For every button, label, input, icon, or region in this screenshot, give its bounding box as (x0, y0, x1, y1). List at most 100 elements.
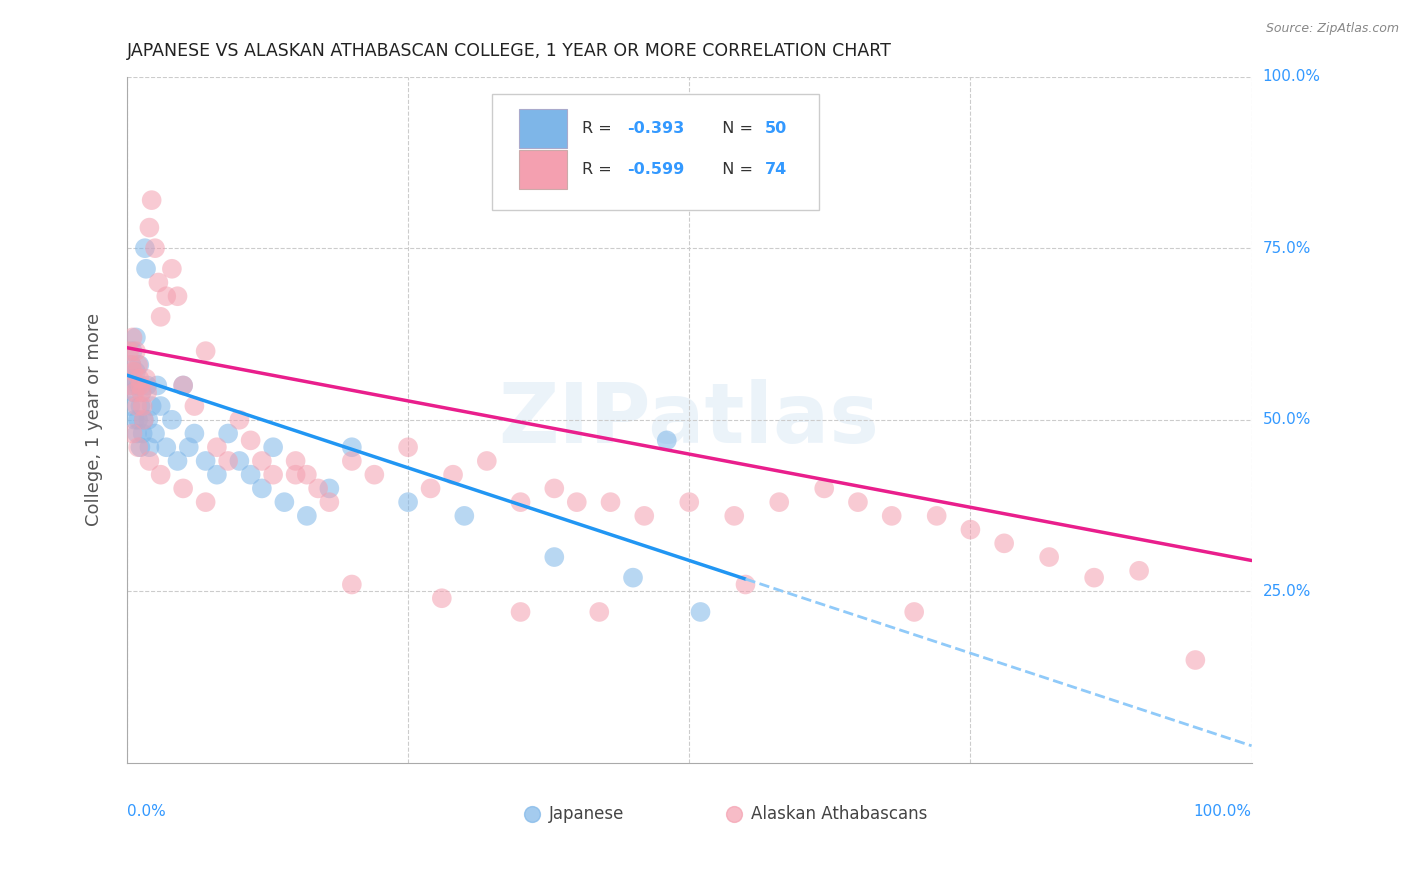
Text: -0.599: -0.599 (627, 161, 685, 177)
Point (565, 495, 588, 509)
Point (149, 310, 172, 324)
Point (295, 508, 318, 523)
Point (135, 371, 157, 385)
Point (880, 508, 903, 523)
Point (143, 426, 166, 441)
Point (205, 467, 228, 482)
Text: R =: R = (582, 161, 617, 177)
Point (925, 508, 948, 523)
Point (131, 426, 153, 441)
Text: R =: R = (582, 120, 617, 136)
Text: 0.0%: 0.0% (127, 805, 166, 819)
FancyBboxPatch shape (519, 109, 567, 148)
Point (678, 495, 700, 509)
Point (141, 193, 163, 207)
Point (135, 261, 157, 276)
Point (166, 454, 188, 468)
Point (273, 495, 295, 509)
Point (120, 358, 142, 372)
Point (340, 440, 363, 454)
Point (396, 440, 419, 454)
Point (125, 330, 148, 344)
Text: 50: 50 (765, 120, 787, 136)
Point (122, 365, 145, 379)
Point (475, 454, 498, 468)
Point (136, 385, 159, 400)
Point (430, 591, 453, 606)
Text: 25.0%: 25.0% (1263, 584, 1310, 599)
Text: Alaskan Athabascans: Alaskan Athabascans (751, 805, 928, 823)
Point (155, 440, 177, 454)
Point (183, 399, 205, 413)
Point (183, 426, 205, 441)
Point (284, 454, 307, 468)
Point (993, 536, 1015, 550)
Point (318, 482, 340, 496)
Point (120, 358, 142, 372)
Point (148, 276, 170, 290)
Point (141, 399, 163, 413)
Point (768, 495, 790, 509)
Point (543, 482, 565, 496)
Point (419, 482, 441, 496)
Point (122, 385, 145, 400)
Point (655, 434, 678, 448)
Point (239, 467, 262, 482)
Point (124, 413, 146, 427)
Point (121, 330, 143, 344)
Point (441, 467, 464, 482)
Point (1128, 564, 1150, 578)
Point (509, 605, 531, 619)
Point (118, 344, 141, 359)
Text: 75.0%: 75.0% (1263, 241, 1310, 256)
Point (138, 440, 160, 454)
Point (959, 523, 981, 537)
Point (453, 508, 475, 523)
Point (125, 426, 148, 441)
Point (149, 399, 172, 413)
Point (121, 344, 143, 359)
Point (138, 220, 160, 235)
Point (217, 454, 239, 468)
Point (295, 467, 318, 482)
Point (599, 495, 621, 509)
Point (127, 358, 149, 372)
Point (228, 413, 250, 427)
Point (396, 495, 419, 509)
Point (128, 371, 150, 385)
Point (1038, 550, 1060, 565)
Point (543, 550, 565, 565)
Point (128, 358, 150, 372)
Point (846, 495, 869, 509)
Point (138, 454, 160, 468)
Point (132, 413, 155, 427)
Point (118, 378, 141, 392)
Point (813, 482, 835, 496)
Text: ZIPatlas: ZIPatlas (499, 379, 880, 460)
Text: Japanese: Japanese (548, 805, 624, 823)
FancyBboxPatch shape (492, 94, 818, 211)
Point (262, 467, 284, 482)
Point (621, 571, 644, 585)
Point (363, 467, 385, 482)
Point (166, 289, 188, 303)
Point (307, 482, 329, 496)
Point (284, 467, 307, 482)
Point (588, 605, 610, 619)
Point (177, 440, 200, 454)
Point (723, 807, 745, 822)
Text: JAPANESE VS ALASKAN ATHABASCAN COLLEGE, 1 YEAR OR MORE CORRELATION CHART: JAPANESE VS ALASKAN ATHABASCAN COLLEGE, … (127, 42, 891, 60)
Point (125, 399, 148, 413)
Point (1184, 653, 1206, 667)
Text: Source: ZipAtlas.com: Source: ZipAtlas.com (1265, 22, 1399, 36)
Point (121, 426, 143, 441)
Point (125, 365, 148, 379)
Y-axis label: College, 1 year or more: College, 1 year or more (86, 313, 103, 526)
Point (172, 482, 194, 496)
Point (262, 440, 284, 454)
Point (132, 413, 155, 427)
Point (149, 467, 172, 482)
Point (131, 385, 153, 400)
Point (129, 378, 152, 392)
Point (734, 577, 756, 591)
